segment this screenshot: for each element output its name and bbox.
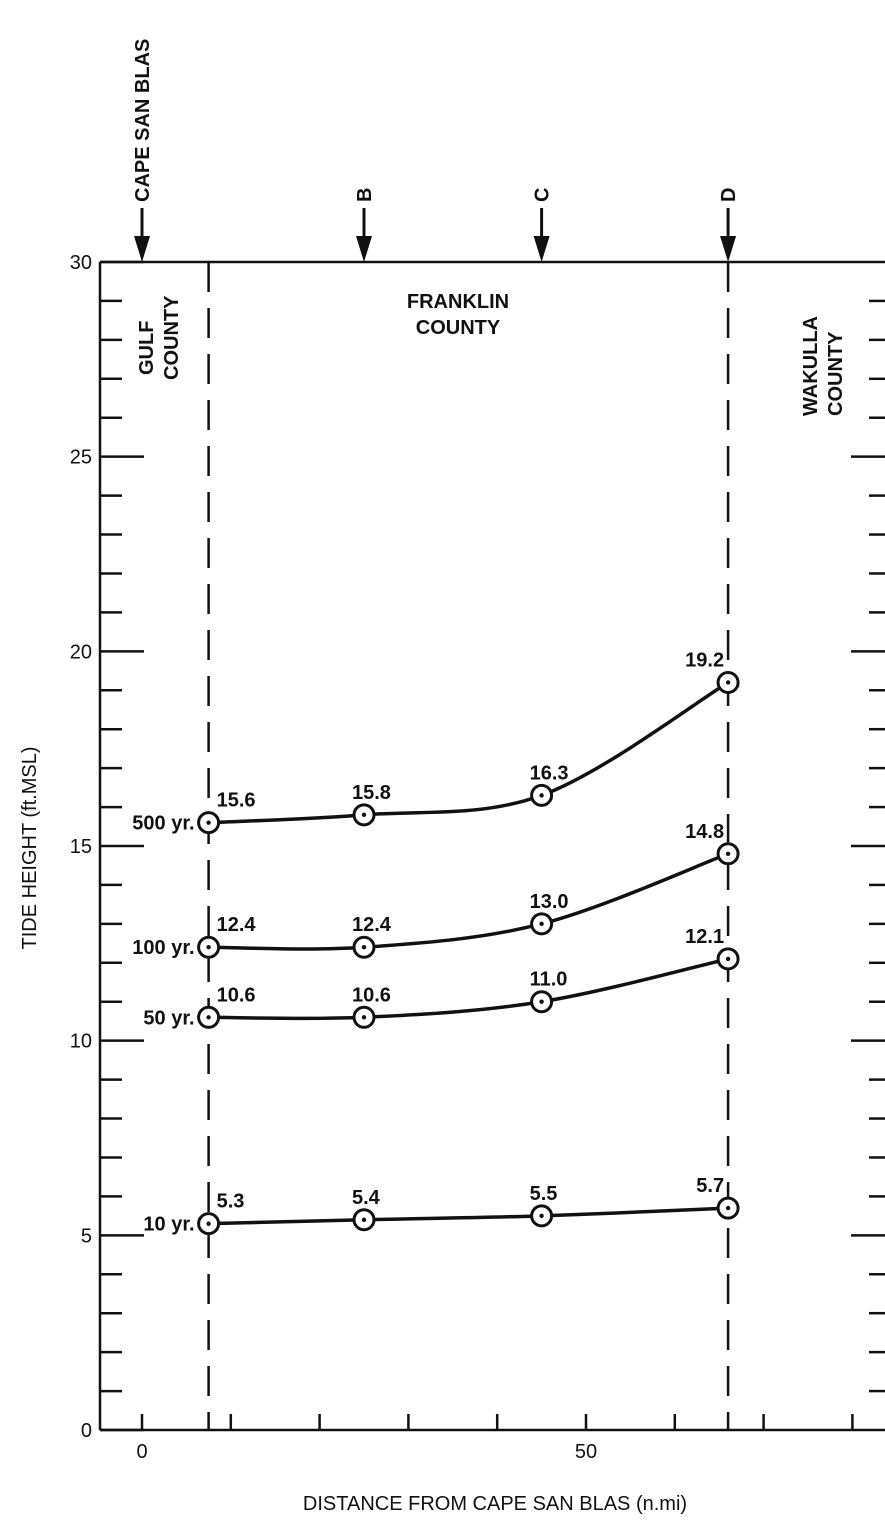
data-point-center [206, 820, 211, 825]
y-tick-label: 30 [70, 252, 92, 274]
marker-arrow-head [533, 236, 550, 262]
data-label: 16.3 [530, 762, 569, 784]
y-tick-label: 5 [81, 1225, 92, 1247]
data-label: 11.0 [530, 969, 568, 991]
series-line [208, 1206, 729, 1226]
marker-label: D [718, 188, 740, 202]
x-tick-label: 0 [136, 1441, 147, 1463]
series-line [208, 957, 729, 1021]
data-point-center [539, 1213, 544, 1219]
data-point-center [725, 956, 731, 962]
y-tick-label: 15 [70, 836, 92, 858]
data-label: 15.6 [217, 790, 256, 812]
data-label: 14.8 [685, 821, 724, 843]
county-label-franklin: COUNTY [416, 317, 501, 339]
data-label: 12.4 [352, 914, 392, 936]
series-line [208, 852, 729, 951]
data-label: 5.5 [530, 1183, 558, 1205]
data-point-center [361, 1217, 367, 1222]
y-tick-label: 20 [70, 641, 92, 663]
data-label: 13.0 [530, 891, 569, 913]
data-point-center [539, 921, 544, 927]
county-label-wakulla: WAKULLA [800, 316, 822, 416]
marker-arrow-head [720, 236, 737, 262]
county-label-gulf: GULF [136, 321, 158, 375]
y-tick-label: 0 [81, 1420, 92, 1442]
data-point-center [539, 793, 544, 798]
series-line [208, 680, 729, 825]
marker-arrow-head [134, 236, 150, 262]
data-label: 15.8 [352, 782, 391, 804]
data-point-center [725, 680, 731, 685]
y-tick-label: 10 [70, 1031, 92, 1053]
x-axis-title: DISTANCE FROM CAPE SAN BLAS (n.mi) [303, 1493, 687, 1515]
series-name-label: 100 yr. [132, 937, 194, 959]
marker-label: C [532, 188, 554, 202]
data-point-center [361, 812, 367, 818]
data-label: 12.4 [217, 914, 257, 936]
series-name-label: 50 yr. [143, 1007, 194, 1029]
data-point-center [725, 1205, 731, 1211]
marker-arrow-head [356, 236, 372, 262]
data-point-center [361, 1015, 367, 1020]
data-label: 5.3 [217, 1191, 245, 1213]
county-label-franklin: FRANKLIN [407, 291, 509, 313]
data-point-center [206, 945, 211, 950]
data-point-center [539, 999, 544, 1004]
series-name-label: 500 yr. [132, 813, 194, 835]
marker-label: CAPE SAN BLAS [132, 39, 154, 202]
series-name-label: 10 yr. [143, 1214, 194, 1236]
marker-label: B [354, 188, 376, 202]
data-point-center [361, 945, 367, 950]
data-label: 10.6 [217, 984, 256, 1006]
data-label: 10.6 [352, 984, 391, 1006]
data-point-center [725, 851, 731, 856]
data-point-center [206, 1221, 211, 1226]
data-label: 19.2 [685, 649, 724, 671]
y-axis-title: TIDE HEIGHT (ft.MSL) [19, 747, 41, 950]
x-tick-label: 50 [575, 1441, 597, 1463]
y-tick-label: 25 [70, 447, 92, 469]
data-label: 5.7 [696, 1175, 724, 1197]
county-label-gulf: COUNTY [161, 295, 183, 380]
county-label-wakulla: COUNTY [825, 331, 847, 416]
data-label: 12.1 [685, 926, 724, 948]
data-point-center [206, 1015, 211, 1020]
data-label: 5.4 [352, 1187, 381, 1209]
